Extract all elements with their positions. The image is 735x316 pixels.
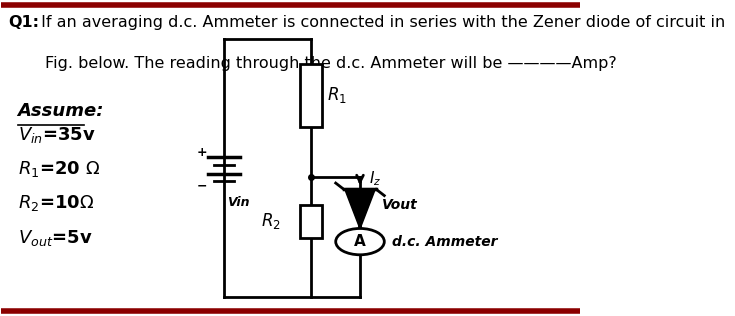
Polygon shape — [345, 189, 374, 227]
Text: $V_{in}$=35v: $V_{in}$=35v — [18, 125, 96, 144]
Bar — [300, 64, 322, 127]
Text: Assume:: Assume: — [18, 102, 104, 120]
Text: A: A — [354, 234, 366, 249]
Text: Vout: Vout — [382, 198, 417, 212]
Text: $V_{out}$=5v: $V_{out}$=5v — [18, 228, 92, 248]
Text: If an averaging d.c. Ammeter is connected in series with the Zener diode of circ: If an averaging d.c. Ammeter is connecte… — [36, 15, 725, 30]
Text: $I_z$: $I_z$ — [369, 170, 381, 188]
Text: $R_2$=10$\Omega$: $R_2$=10$\Omega$ — [18, 193, 94, 213]
Text: −: − — [197, 179, 207, 192]
Text: $R_1$: $R_1$ — [327, 85, 347, 105]
Text: $R_1$=20 $\Omega$: $R_1$=20 $\Omega$ — [18, 159, 100, 179]
Text: +: + — [197, 146, 207, 159]
Circle shape — [336, 228, 384, 255]
Text: Fig. below. The reading through the d.c. Ammeter will be ————Amp?: Fig. below. The reading through the d.c.… — [45, 56, 617, 71]
Text: d.c. Ammeter: d.c. Ammeter — [392, 235, 498, 249]
Text: Q1:: Q1: — [8, 15, 40, 30]
Text: $R_2$: $R_2$ — [261, 211, 281, 231]
Text: Vin: Vin — [227, 196, 249, 209]
Bar — [300, 205, 322, 238]
